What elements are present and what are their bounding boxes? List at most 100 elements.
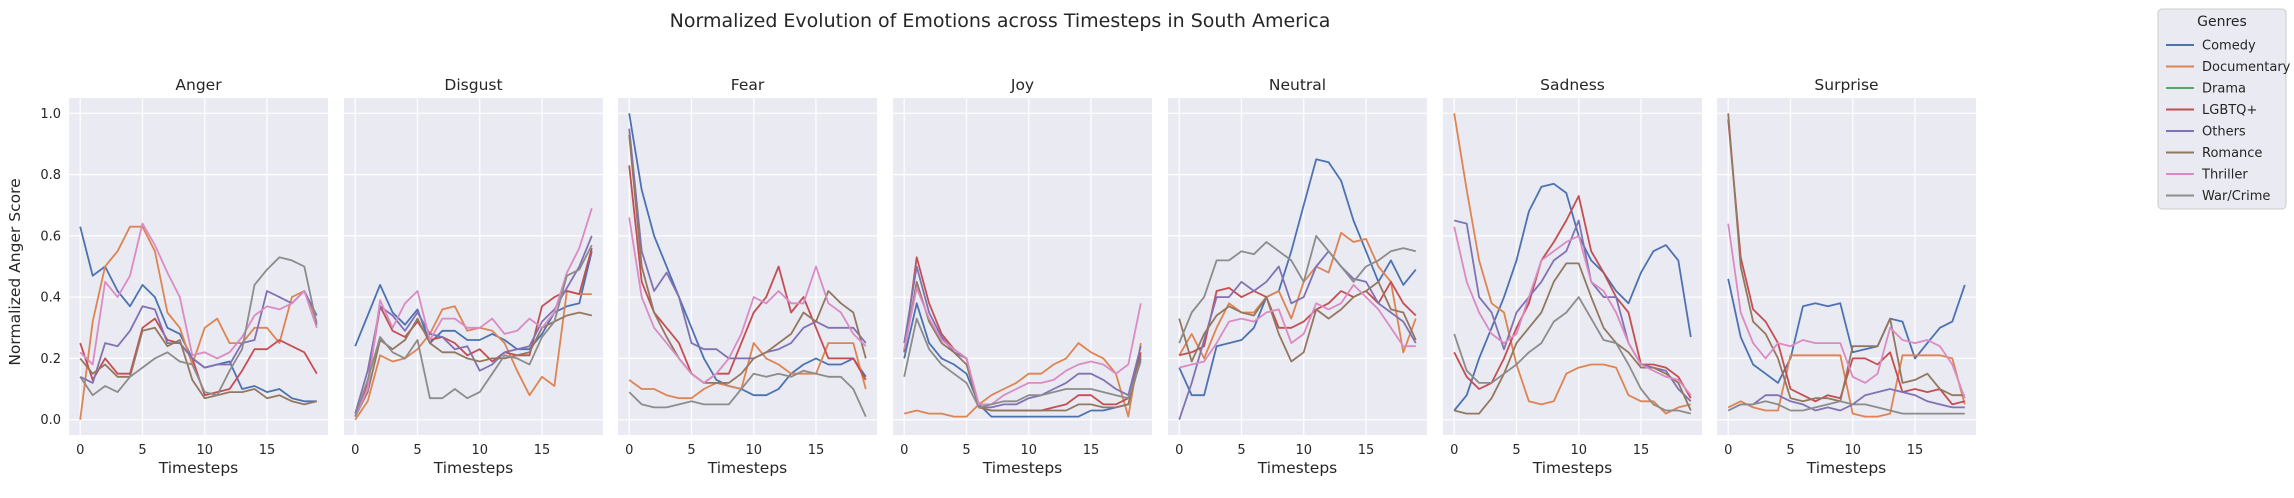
legend-title: Genres (2197, 14, 2247, 30)
panel-title-neutral: Neutral (1269, 76, 1326, 94)
x-tick-label: 10 (1020, 443, 1037, 458)
legend-item-war-crime[interactable]: War/Crime (2166, 189, 2270, 204)
series-line-joy-romance (903, 280, 1142, 412)
series-line-neutral-others (1178, 250, 1417, 420)
panel-title-anger: Anger (175, 76, 222, 94)
x-tick-label: 0 (351, 443, 359, 458)
panel-title-sadness: Sadness (1540, 76, 1605, 94)
x-tick-label: 10 (1570, 443, 1587, 458)
x-tick-label: 5 (687, 443, 695, 458)
panel-surprise: Surprise 0 5 10 15 Timesteps (1717, 76, 1976, 477)
series-line-surprise-comedy (1727, 278, 1966, 384)
plot-area-disgust (344, 98, 603, 435)
legend-label-documentary: Documentary (2202, 60, 2291, 75)
legend-label-drama: Drama (2202, 82, 2246, 97)
panel-title-joy: Joy (1010, 76, 1034, 94)
series-line-joy-comedy (903, 302, 1142, 418)
legend-frame (2157, 8, 2287, 210)
legend-item-thriller[interactable]: Thriller (2166, 168, 2248, 183)
panels: Anger 0 5 10 15 Timesteps 0.0 0.2 0.4 0.6 0.8 1.0 Di… (40, 76, 1976, 477)
legend-item-lgbtq[interactable]: LGBTQ+ (2166, 103, 2257, 118)
x-axis-label: Timesteps (982, 459, 1063, 477)
plot-area-neutral (1168, 98, 1427, 435)
series-line-sadness-war-crime (1453, 296, 1692, 415)
series-line-joy-documentary (903, 342, 1142, 418)
legend-item-comedy[interactable]: Comedy (2166, 39, 2256, 54)
legend-item-drama[interactable]: Drama (2166, 82, 2246, 97)
y-tick-label: 0.0 (40, 413, 61, 428)
x-tick-label: 5 (962, 443, 970, 458)
series-line-neutral-comedy (1178, 158, 1417, 397)
series-line-neutral-war-crime (1178, 234, 1417, 344)
series-line-anger-others (79, 290, 318, 384)
y-tick-label: 0.6 (40, 229, 61, 244)
x-tick-label: 0 (900, 443, 908, 458)
x-tick-label: 5 (138, 443, 146, 458)
series-line-joy-war-crime (903, 317, 1142, 409)
plot-area-sadness (1443, 98, 1702, 435)
legend-item-romance[interactable]: Romance (2166, 146, 2262, 161)
x-tick-label: 15 (1358, 443, 1375, 458)
legend-label-comedy: Comedy (2202, 39, 2256, 54)
panel-disgust: Disgust 0 5 10 15 Timesteps (344, 76, 603, 477)
legend-label-romance: Romance (2202, 146, 2262, 161)
x-tick-label: 10 (1295, 443, 1312, 458)
legend-label-thriller: Thriller (2201, 168, 2248, 183)
figure-title: Normalized Evolution of Emotions across … (670, 10, 1331, 32)
x-tick-label: 0 (1450, 443, 1458, 458)
series-line-fear-others (628, 128, 867, 360)
legend[interactable]: Genres Comedy Documentary Drama LGBTQ+ Others… (2157, 8, 2291, 210)
series-line-fear-thriller (628, 217, 867, 384)
series-line-sadness-lgbtq (1453, 195, 1692, 399)
x-axis-label: Timesteps (433, 459, 514, 477)
legend-item-others[interactable]: Others (2166, 125, 2246, 140)
x-tick-label: 10 (471, 443, 488, 458)
plot-area-joy (893, 98, 1152, 435)
x-axis-label: Timesteps (1532, 459, 1613, 477)
panel-anger: Anger 0 5 10 15 Timesteps 0.0 0.2 0.4 0.6 0.8 1.0 (40, 76, 328, 477)
series-line-surprise-others (1727, 388, 1965, 412)
series-line-anger-war-crime (79, 256, 318, 397)
x-tick-label: 0 (625, 443, 633, 458)
y-tick-label: 1.0 (40, 107, 61, 122)
series-line-surprise-war-crime (1727, 400, 1965, 415)
x-tick-label: 15 (808, 443, 825, 458)
series-line-fear-comedy (628, 113, 867, 397)
series-line-joy-others (903, 265, 1142, 409)
x-tick-label: 15 (1633, 443, 1650, 458)
series-line-disgust-romance (354, 311, 593, 418)
legend-label-others: Others (2202, 125, 2246, 140)
x-tick-label: 5 (1512, 443, 1520, 458)
series-line-surprise-lgbtq (1727, 119, 1966, 406)
x-tick-label: 15 (1907, 443, 1924, 458)
plot-area-fear (618, 98, 877, 435)
x-tick-label: 0 (1724, 443, 1732, 458)
legend-item-documentary[interactable]: Documentary (2166, 60, 2291, 75)
panel-title-disgust: Disgust (444, 76, 502, 94)
panel-title-fear: Fear (731, 76, 765, 94)
series-line-disgust-thriller (354, 208, 593, 417)
series-line-anger-romance (79, 326, 318, 406)
series-line-surprise-romance (1727, 113, 1965, 403)
x-tick-label: 15 (259, 443, 276, 458)
panel-title-surprise: Surprise (1814, 76, 1878, 94)
x-axis-label: Timesteps (707, 459, 788, 477)
x-tick-label: 15 (534, 443, 551, 458)
series-line-sadness-romance (1453, 262, 1692, 415)
series-line-disgust-lgbtq (354, 247, 593, 417)
series-line-fear-lgbtq (628, 165, 867, 384)
series-line-joy-thriller (903, 286, 1142, 406)
y-axis-label: Normalized Anger Score (6, 178, 24, 365)
legend-label-lgbtq: LGBTQ+ (2202, 103, 2257, 118)
series-line-neutral-romance (1178, 280, 1417, 363)
x-tick-label: 15 (1083, 443, 1100, 458)
x-tick-label: 10 (196, 443, 213, 458)
series-line-disgust-documentary (354, 290, 592, 421)
x-tick-label: 5 (1786, 443, 1794, 458)
panel-neutral: Neutral 0 5 10 15 Timesteps (1168, 76, 1427, 477)
x-axis-label: Timesteps (1257, 459, 1338, 477)
x-tick-label: 0 (76, 443, 84, 458)
series-line-disgust-others (354, 235, 593, 414)
